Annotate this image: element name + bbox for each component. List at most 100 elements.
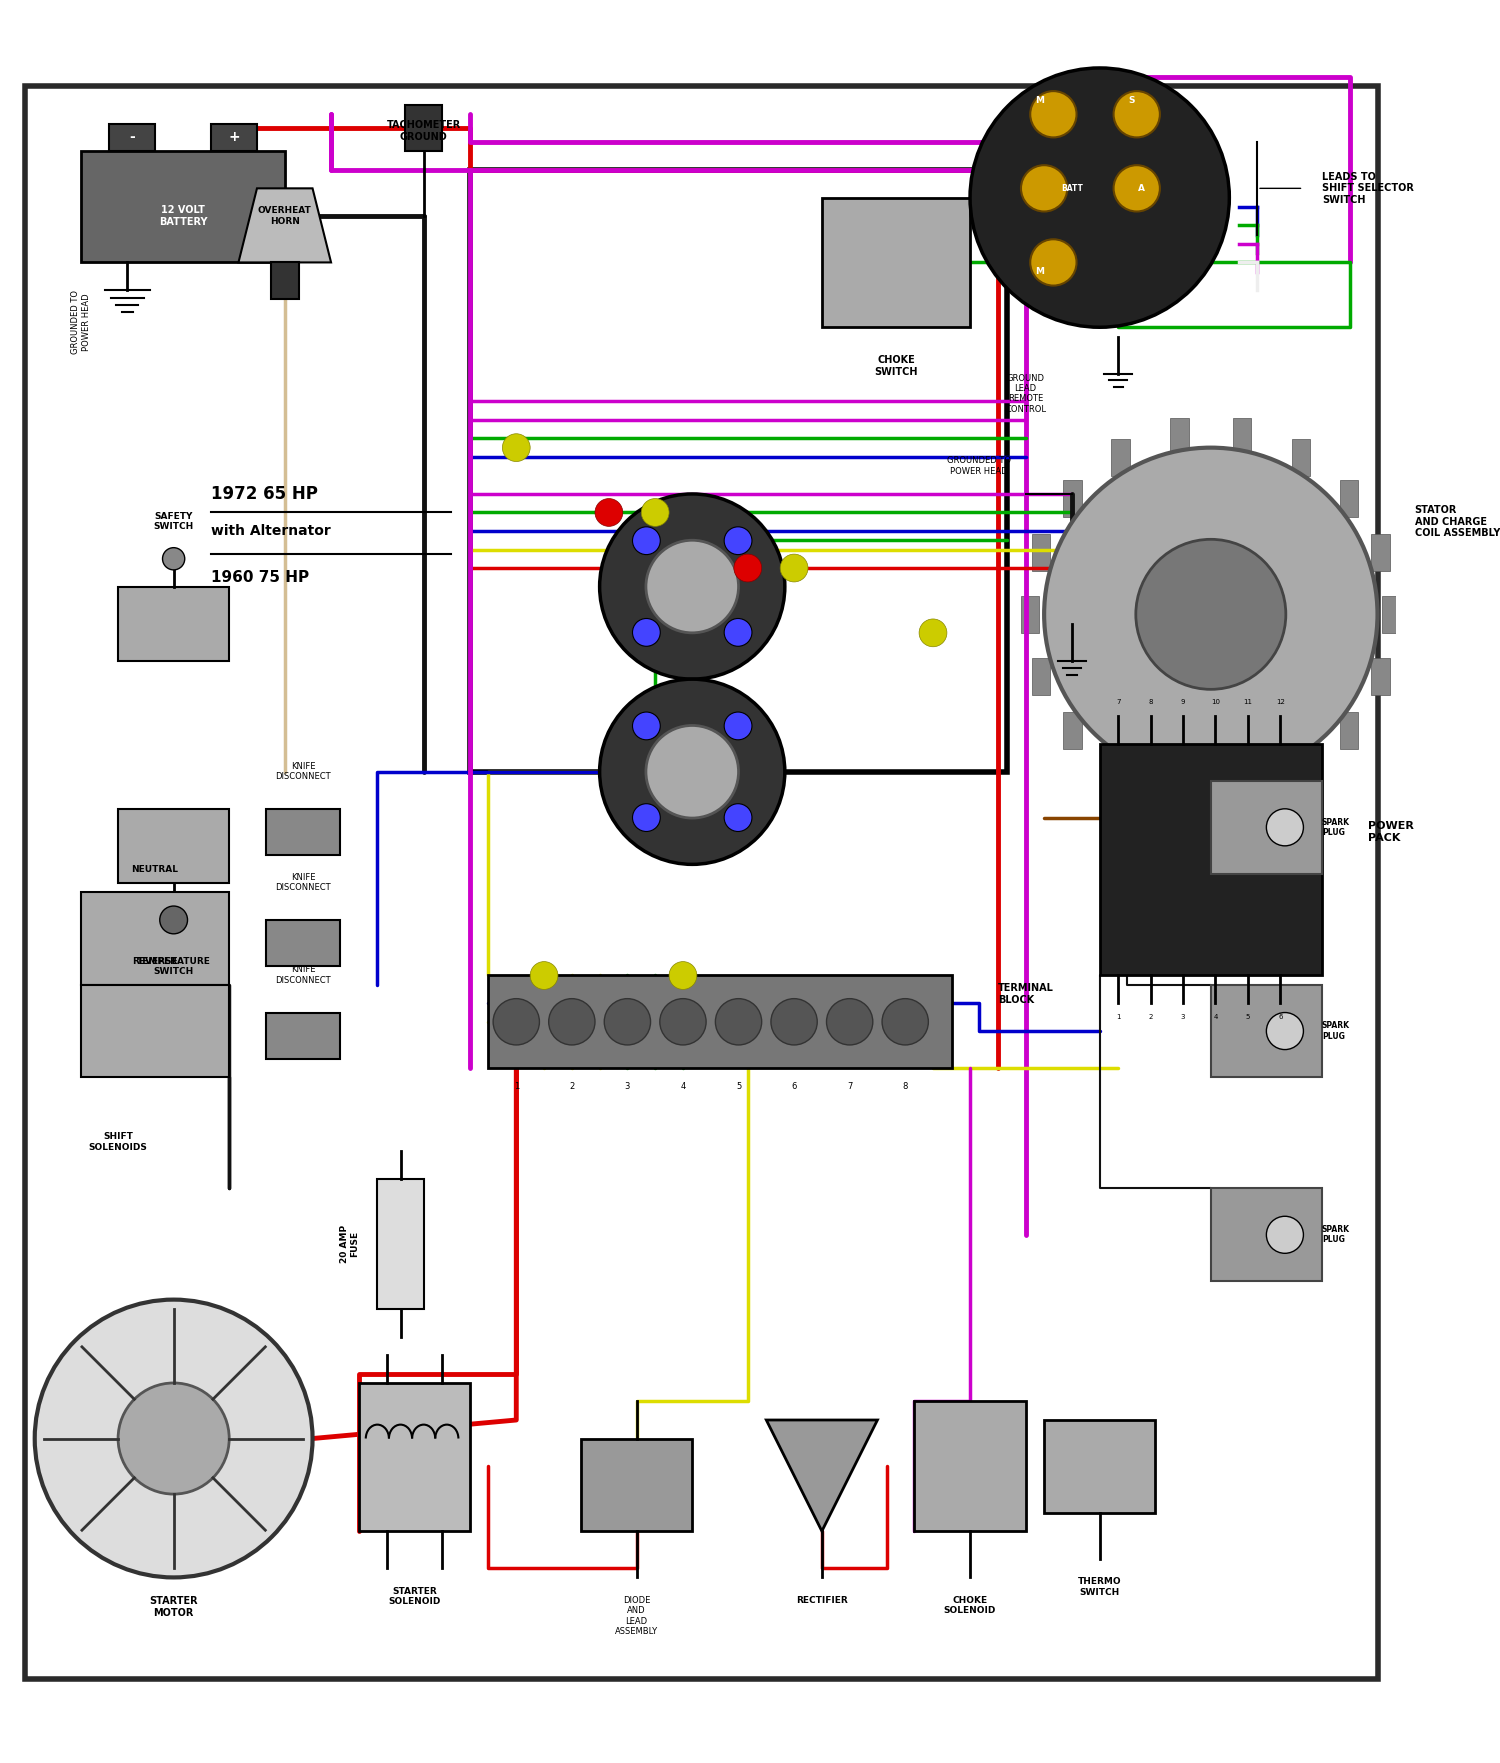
Bar — [1100, 744, 1322, 975]
Text: 7: 7 — [847, 1082, 852, 1091]
Bar — [118, 587, 230, 661]
Text: REVERSE: REVERSE — [132, 957, 178, 966]
Circle shape — [162, 548, 184, 569]
Circle shape — [604, 998, 651, 1045]
Bar — [580, 1439, 692, 1530]
Bar — [822, 197, 971, 328]
Circle shape — [530, 961, 558, 989]
Text: +: + — [228, 130, 240, 145]
Text: SPARK
PLUG: SPARK PLUG — [1322, 1225, 1350, 1245]
Text: GROUND
LEAD
REMOTE
CONTROL: GROUND LEAD REMOTE CONTROL — [1005, 374, 1046, 414]
Text: THERMO
SWITCH: THERMO SWITCH — [1078, 1578, 1122, 1597]
Bar — [1233, 774, 1251, 811]
Circle shape — [1113, 166, 1160, 212]
Bar — [1044, 1419, 1155, 1513]
Bar — [1032, 534, 1050, 571]
Text: STARTER
SOLENOID: STARTER SOLENOID — [388, 1587, 441, 1606]
Text: 6: 6 — [792, 1082, 796, 1091]
Text: 12 VOLT
BATTERY: 12 VOLT BATTERY — [159, 205, 207, 227]
Text: 3: 3 — [1180, 1014, 1185, 1021]
Circle shape — [600, 679, 784, 864]
Text: S: S — [1130, 95, 1136, 104]
Bar — [1064, 480, 1082, 517]
Bar — [1233, 418, 1251, 455]
Bar — [358, 1382, 470, 1530]
Bar — [81, 892, 230, 986]
Text: SPARK
PLUG: SPARK PLUG — [1322, 1021, 1350, 1040]
Text: SAFETY
SWITCH: SAFETY SWITCH — [153, 511, 194, 531]
Bar — [110, 123, 154, 152]
Circle shape — [970, 69, 1230, 328]
Text: 7: 7 — [1116, 700, 1120, 705]
Bar — [266, 920, 340, 966]
Circle shape — [217, 206, 237, 226]
Bar — [489, 975, 951, 1068]
Bar — [1210, 781, 1322, 874]
Text: 1: 1 — [513, 1082, 519, 1091]
Circle shape — [724, 527, 752, 555]
Text: CHOKE
SOLENOID: CHOKE SOLENOID — [944, 1596, 996, 1615]
Circle shape — [724, 712, 752, 740]
Circle shape — [159, 906, 188, 934]
Bar — [81, 152, 285, 263]
Bar — [272, 263, 298, 300]
Circle shape — [724, 619, 752, 647]
Text: with Alternator: with Alternator — [210, 524, 330, 538]
Text: KNIFE
DISCONNECT: KNIFE DISCONNECT — [276, 762, 332, 781]
Circle shape — [1113, 92, 1160, 138]
Text: SHIFT
SOLENOIDS: SHIFT SOLENOIDS — [88, 1132, 147, 1151]
Text: 20 AMP
FUSE: 20 AMP FUSE — [340, 1225, 360, 1262]
Bar — [1112, 753, 1130, 790]
Text: 6: 6 — [1278, 1014, 1282, 1021]
Circle shape — [1266, 1012, 1304, 1049]
Circle shape — [1030, 240, 1077, 286]
Circle shape — [642, 499, 669, 527]
Circle shape — [1044, 448, 1377, 781]
Circle shape — [633, 527, 660, 555]
Text: NEUTRAL: NEUTRAL — [132, 864, 178, 874]
Circle shape — [159, 206, 177, 226]
Text: 1960 75 HP: 1960 75 HP — [210, 569, 309, 585]
Circle shape — [189, 206, 207, 226]
Text: DIODE
AND
LEAD
ASSEMBLY: DIODE AND LEAD ASSEMBLY — [615, 1596, 658, 1636]
Circle shape — [1022, 166, 1068, 212]
Text: KNIFE
DISCONNECT: KNIFE DISCONNECT — [276, 966, 332, 986]
Circle shape — [633, 804, 660, 832]
Circle shape — [1266, 809, 1304, 846]
Text: SPARK
PLUG: SPARK PLUG — [1322, 818, 1350, 837]
Text: STARTER
MOTOR: STARTER MOTOR — [150, 1596, 198, 1618]
Text: 11: 11 — [1244, 700, 1252, 705]
Bar — [1022, 596, 1040, 633]
Circle shape — [248, 206, 266, 226]
Text: BATT: BATT — [1060, 183, 1083, 192]
Bar — [1371, 534, 1390, 571]
Text: 2: 2 — [568, 1082, 574, 1091]
Polygon shape — [238, 189, 332, 263]
Circle shape — [660, 998, 706, 1045]
Text: OVERHEAT
HORN: OVERHEAT HORN — [258, 206, 312, 226]
Circle shape — [549, 998, 596, 1045]
Circle shape — [1266, 1216, 1304, 1253]
Bar — [915, 1402, 1026, 1530]
Bar — [1292, 753, 1311, 790]
Bar — [266, 809, 340, 855]
Bar — [118, 809, 230, 883]
Circle shape — [920, 619, 946, 647]
Bar — [1382, 596, 1401, 633]
Circle shape — [646, 725, 738, 818]
Text: GROUNDED TO
POWER HEAD: GROUNDED TO POWER HEAD — [72, 291, 90, 354]
Text: TEMPERATURE
SWITCH: TEMPERATURE SWITCH — [136, 957, 210, 977]
Bar — [1340, 712, 1359, 749]
Text: 4: 4 — [1214, 1014, 1218, 1021]
Text: 12: 12 — [1276, 700, 1284, 705]
Circle shape — [780, 554, 808, 582]
Text: 8: 8 — [903, 1082, 908, 1091]
Text: TACHOMETER
GROUND: TACHOMETER GROUND — [387, 120, 460, 143]
Text: -: - — [129, 130, 135, 145]
Circle shape — [827, 998, 873, 1045]
Circle shape — [494, 998, 540, 1045]
Text: 2: 2 — [1149, 1014, 1154, 1021]
Circle shape — [1136, 539, 1286, 689]
Circle shape — [99, 206, 118, 226]
Text: 1: 1 — [1116, 1014, 1120, 1021]
